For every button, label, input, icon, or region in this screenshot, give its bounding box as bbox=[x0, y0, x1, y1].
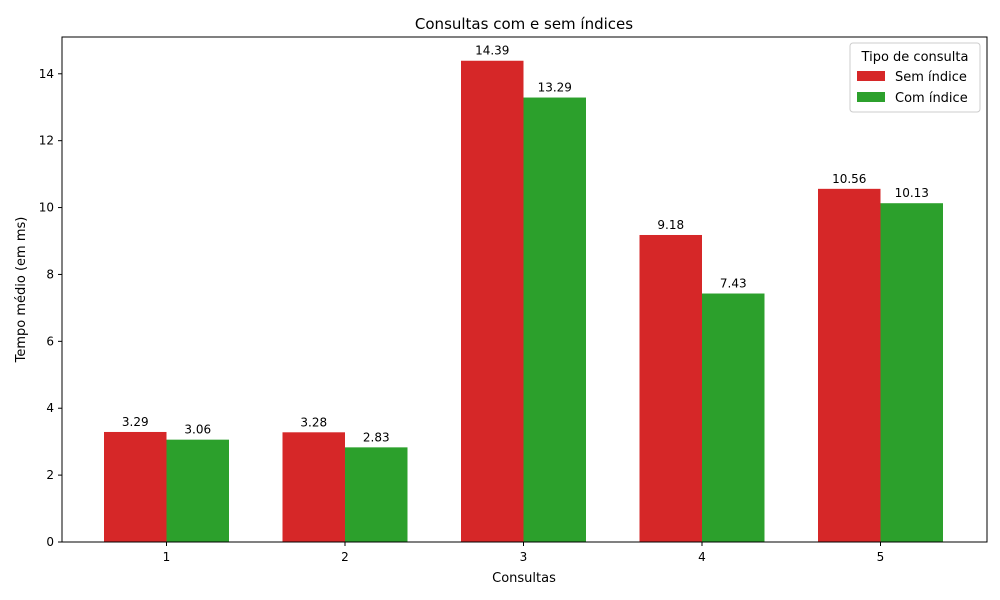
y-tick-label: 8 bbox=[46, 267, 54, 281]
bar-sem-indice-4 bbox=[639, 234, 702, 542]
bar-sem-indice-5 bbox=[818, 188, 881, 542]
bar-sem-indice-3 bbox=[461, 60, 524, 543]
x-tick-label: 4 bbox=[698, 550, 706, 564]
legend-label-sem-indice: Sem índice bbox=[895, 70, 967, 85]
y-axis-label: Tempo médio (em ms) bbox=[14, 217, 29, 364]
legend-swatch-sem-indice bbox=[857, 71, 885, 81]
x-tick-label: 5 bbox=[877, 550, 885, 564]
bar-com-indice-3 bbox=[523, 97, 586, 542]
data-labels-layer: 3.29 3.28 14.39 9.18 10.56 3.06 2.83 13.29 7.43 1… bbox=[122, 44, 929, 445]
chart-title: Consultas com e sem índices bbox=[415, 15, 633, 33]
data-label-sem-indice-5: 10.56 bbox=[832, 172, 866, 186]
y-tick-label: 12 bbox=[39, 134, 54, 148]
data-label-com-indice-4: 7.43 bbox=[720, 277, 747, 291]
x-tick-label: 1 bbox=[163, 550, 171, 564]
bar-com-indice-2 bbox=[345, 447, 408, 542]
data-label-sem-indice-3: 14.39 bbox=[475, 44, 509, 58]
y-tick-label: 10 bbox=[39, 201, 54, 215]
bar-com-indice-4 bbox=[702, 293, 765, 542]
data-label-com-indice-5: 10.13 bbox=[895, 186, 929, 200]
y-tick-label: 6 bbox=[46, 334, 54, 348]
bar-com-indice-5 bbox=[880, 203, 943, 543]
x-tick-label: 3 bbox=[520, 550, 528, 564]
bar-sem-indice-2 bbox=[282, 432, 345, 542]
x-axis-label: Consultas bbox=[492, 571, 556, 586]
bar-sem-indice-1 bbox=[104, 431, 167, 542]
data-label-sem-indice-4: 9.18 bbox=[657, 218, 684, 232]
legend: Tipo de consulta Sem índice Com índice bbox=[849, 42, 981, 113]
legend-swatch-com-indice bbox=[857, 92, 885, 102]
y-tick-label: 2 bbox=[46, 468, 54, 482]
x-axis-ticks: 1 2 3 4 5 bbox=[163, 542, 885, 564]
data-label-com-indice-1: 3.06 bbox=[184, 423, 211, 437]
plot-frame bbox=[61, 36, 988, 543]
y-tick-label: 0 bbox=[46, 535, 54, 549]
data-label-sem-indice-1: 3.29 bbox=[122, 415, 149, 429]
x-tick-label: 2 bbox=[341, 550, 349, 564]
y-axis-ticks: 0 2 4 6 8 10 12 14 bbox=[39, 67, 62, 549]
y-tick-label: 14 bbox=[39, 67, 54, 81]
legend-title: Tipo de consulta bbox=[861, 50, 969, 65]
data-label-com-indice-2: 2.83 bbox=[363, 430, 390, 444]
data-label-sem-indice-2: 3.28 bbox=[300, 415, 327, 429]
bar-com-indice-1 bbox=[166, 439, 229, 542]
legend-label-com-indice: Com índice bbox=[895, 91, 968, 106]
bars-layer bbox=[104, 60, 943, 543]
data-label-com-indice-3: 13.29 bbox=[538, 81, 572, 95]
y-tick-label: 4 bbox=[46, 401, 54, 415]
